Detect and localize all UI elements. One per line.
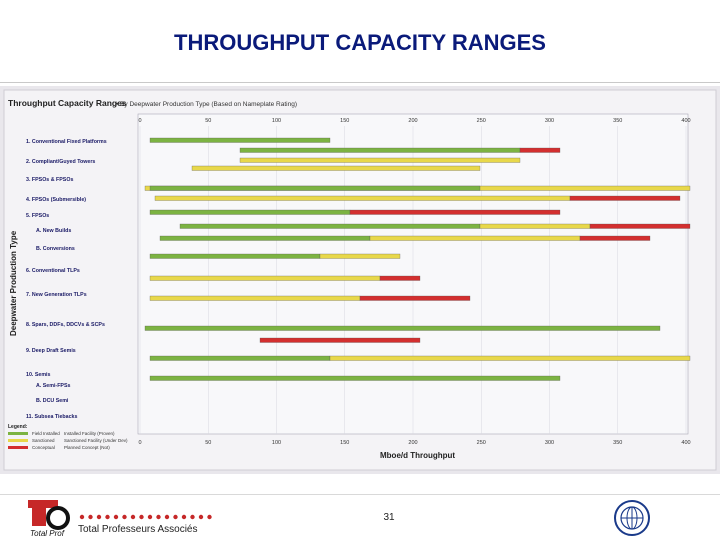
company-logo: Total Prof	[28, 500, 70, 538]
legend-item: Sanctioned	[32, 438, 55, 443]
bottom-tick-label: 50	[205, 440, 211, 446]
range-bar	[479, 223, 591, 229]
slide-title: THROUGHPUT CAPACITY RANGES	[174, 30, 546, 55]
range-bar	[239, 157, 521, 163]
legend-item: Installed Facility (Proven)	[64, 431, 115, 436]
bottom-tick-label: 0	[138, 440, 141, 446]
category-label: 2. Compliant/Guyed Towers	[26, 159, 95, 165]
range-bar	[349, 209, 561, 215]
top-tick-label: 150	[340, 118, 349, 124]
globe-emblem-icon	[614, 500, 650, 536]
range-bar	[144, 325, 661, 331]
category-label: 9. Deep Draft Semis	[26, 348, 76, 354]
top-tick-label: 400	[681, 118, 690, 124]
category-label: B. Conversions	[36, 246, 75, 252]
category-labels: 1. Conventional Fixed Platforms 2. Compli…	[26, 139, 107, 420]
figure-title: Throughput Capacity Ranges	[8, 98, 127, 108]
svg-text:Total Prof: Total Prof	[30, 529, 65, 538]
range-bar	[259, 337, 421, 343]
category-label: 11. Subsea Tiebacks	[26, 414, 77, 420]
range-bar	[149, 375, 561, 381]
legend-item: Field Installed	[32, 431, 60, 436]
range-bar	[319, 253, 401, 259]
top-tick-label: 50	[205, 118, 211, 124]
category-label: B. DCU Semi	[36, 398, 69, 404]
bottom-tick-label: 150	[340, 440, 349, 446]
footer-dots	[79, 514, 212, 520]
category-label: 4. FPSOs (Submersible)	[26, 197, 86, 203]
bottom-tick-label: 100	[272, 440, 281, 446]
top-tick-label: 350	[613, 118, 622, 124]
footer-divider	[0, 494, 720, 495]
range-bar	[159, 235, 371, 241]
range-bar	[154, 195, 571, 201]
chart-svg: Throughput Capacity Ranges • By Deepwate…	[0, 86, 720, 474]
bottom-tick-label: 200	[408, 440, 417, 446]
legend-item: Planned Concept (Not)	[64, 445, 110, 450]
legend-item: Sanctioned Facility (Under Dev)	[64, 438, 128, 443]
category-label: 5. FPSOs	[26, 213, 49, 219]
range-bar	[149, 355, 331, 361]
bottom-ticks: 0 50 100 150 200 250 300 350 400	[138, 440, 690, 446]
range-bar	[149, 137, 331, 143]
range-bar	[149, 253, 321, 259]
bottom-tick-label: 350	[613, 440, 622, 446]
range-bar	[191, 165, 481, 171]
top-tick-label: 200	[408, 118, 417, 124]
range-bar	[149, 295, 361, 301]
range-bar	[149, 275, 381, 281]
range-bar	[149, 209, 351, 215]
top-tick-label: 0	[138, 118, 141, 124]
top-tick-label: 100	[272, 118, 281, 124]
page-number: 31	[383, 512, 395, 523]
legend-swatch	[8, 439, 28, 442]
range-bar	[569, 195, 681, 201]
category-label: 8. Spars, DDFs, DDCVs & SCPs	[26, 322, 105, 328]
legend: Legend: Field Installed Sanctioned Conce…	[8, 424, 128, 450]
range-bar	[579, 235, 651, 241]
legend-title: Legend:	[8, 424, 28, 430]
category-label: 3. FPSOs & FPSOs	[26, 177, 73, 183]
company-name: Total Professeurs Associés	[78, 524, 198, 535]
top-tick-label: 250	[477, 118, 486, 124]
top-ticks: 0 50 100 150 200 250 300 350 400	[138, 118, 690, 124]
y-axis-label: Deepwater Production Type	[9, 230, 18, 336]
range-bar	[589, 223, 691, 229]
top-tick-label: 300	[545, 118, 554, 124]
x-axis-label: Mboe/d Throughput	[380, 451, 455, 460]
range-bar	[369, 235, 581, 241]
range-bar	[519, 147, 561, 153]
category-label: 7. New Generation TLPs	[26, 292, 87, 298]
range-bar	[179, 223, 481, 229]
figure-subtitle: • By Deepwater Production Type (Based on…	[116, 101, 297, 108]
range-bars	[144, 137, 691, 381]
legend-swatch	[8, 432, 28, 435]
range-bar	[359, 295, 471, 301]
range-bar	[379, 275, 421, 281]
bottom-tick-label: 300	[545, 440, 554, 446]
category-label: 1. Conventional Fixed Platforms	[26, 139, 107, 145]
chart-figure: Throughput Capacity Ranges • By Deepwate…	[0, 86, 720, 474]
category-label: 6. Conventional TLPs	[26, 268, 80, 274]
category-label: A. Semi-FPSs	[36, 383, 70, 389]
legend-swatch	[8, 446, 28, 449]
bottom-tick-label: 400	[681, 440, 690, 446]
legend-item: Conceptual	[32, 445, 55, 450]
category-label: A. New Builds	[36, 228, 71, 234]
range-bar	[149, 185, 481, 191]
bottom-tick-label: 250	[477, 440, 486, 446]
range-bar	[329, 355, 691, 361]
category-label: 10. Semis	[26, 372, 50, 378]
range-bar	[239, 147, 521, 153]
title-divider	[0, 82, 720, 83]
